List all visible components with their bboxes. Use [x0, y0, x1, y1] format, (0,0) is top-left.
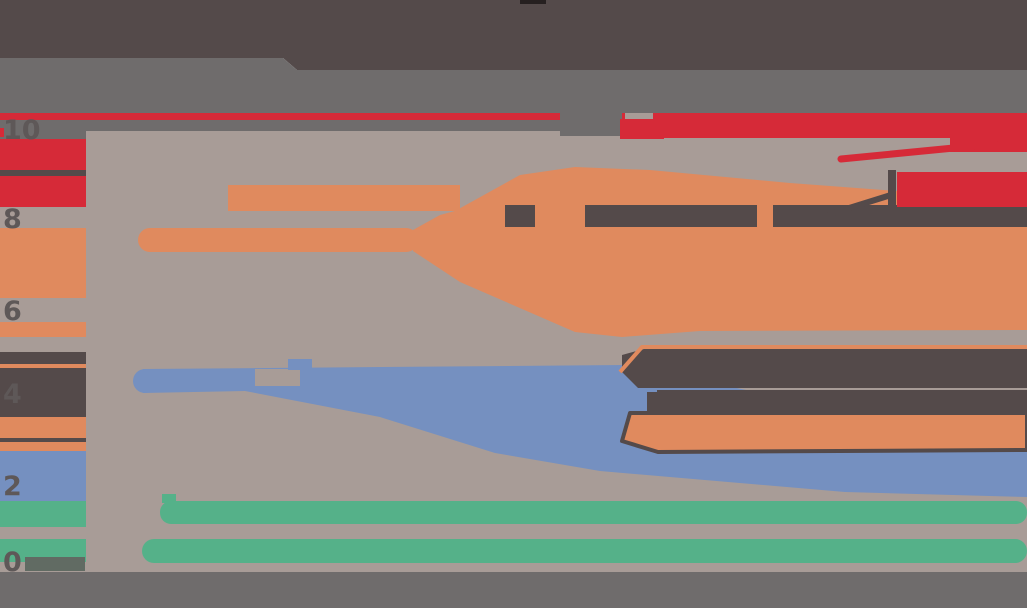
- annotation-row-dark-2: [773, 205, 1027, 227]
- annotation-word-dark: [505, 205, 535, 227]
- title-accent: [520, 0, 546, 4]
- zero-label-blob: [25, 557, 85, 571]
- label-red-2: [0, 176, 86, 207]
- red-label-block: [897, 172, 1027, 207]
- green-bump: [162, 494, 176, 503]
- annotation-glyph-dark: [647, 392, 657, 411]
- annotation-blob-gray: [560, 112, 622, 136]
- label-divider-dark-1: [0, 170, 86, 176]
- red-tick-left: [0, 128, 4, 137]
- flag-top: [622, 349, 1027, 388]
- subtitle-block: [0, 58, 1027, 113]
- blue-bump: [288, 359, 312, 370]
- y-axis-tick-8: 8: [3, 204, 22, 235]
- label-orange-3: [0, 417, 86, 438]
- label-orange-1: [0, 228, 86, 298]
- green-line-1: [160, 501, 1027, 524]
- label-orange-2: [0, 322, 86, 337]
- flag-bottom: [620, 411, 1027, 454]
- red-band-right: [653, 113, 1027, 138]
- y-axis-tick-0: 0: [3, 547, 22, 578]
- orange-label-row: [228, 185, 460, 211]
- y-axis-tick-2: 2: [3, 471, 22, 502]
- blue-fan: [143, 365, 1027, 497]
- green-line-2: [142, 539, 1027, 563]
- flag-top-outline: [618, 345, 1027, 374]
- annotation-elbow-line: [827, 192, 894, 217]
- label-red-1: [0, 139, 86, 170]
- y-axis-tick-4: 4: [3, 379, 22, 410]
- label-green-1: [0, 501, 86, 527]
- label-dark-1: [0, 352, 86, 364]
- footer-band: [0, 572, 1027, 608]
- annotation-row-dark-1: [585, 205, 757, 227]
- label-blue: [0, 451, 86, 503]
- annotation-elbow-bar: [888, 170, 896, 207]
- label-divider-orange: [0, 364, 86, 368]
- y-axis-tick-6: 6: [3, 296, 22, 327]
- label-green-2: [0, 539, 86, 562]
- label-dark-2: [0, 368, 86, 417]
- label-orange-4: [0, 442, 86, 451]
- y-axis-tick-10: 10: [3, 115, 41, 146]
- blue-notch: [255, 369, 300, 386]
- red-line-main: [0, 113, 625, 120]
- orange-line: [138, 228, 418, 252]
- axis-top-band: [0, 119, 624, 131]
- red-forecast-line: [837, 140, 999, 163]
- annotation-row-dark-3: [657, 390, 1027, 412]
- label-divider-dark-2: [0, 438, 86, 442]
- title-block: [0, 0, 1027, 70]
- yaxis-top-row: [0, 119, 86, 139]
